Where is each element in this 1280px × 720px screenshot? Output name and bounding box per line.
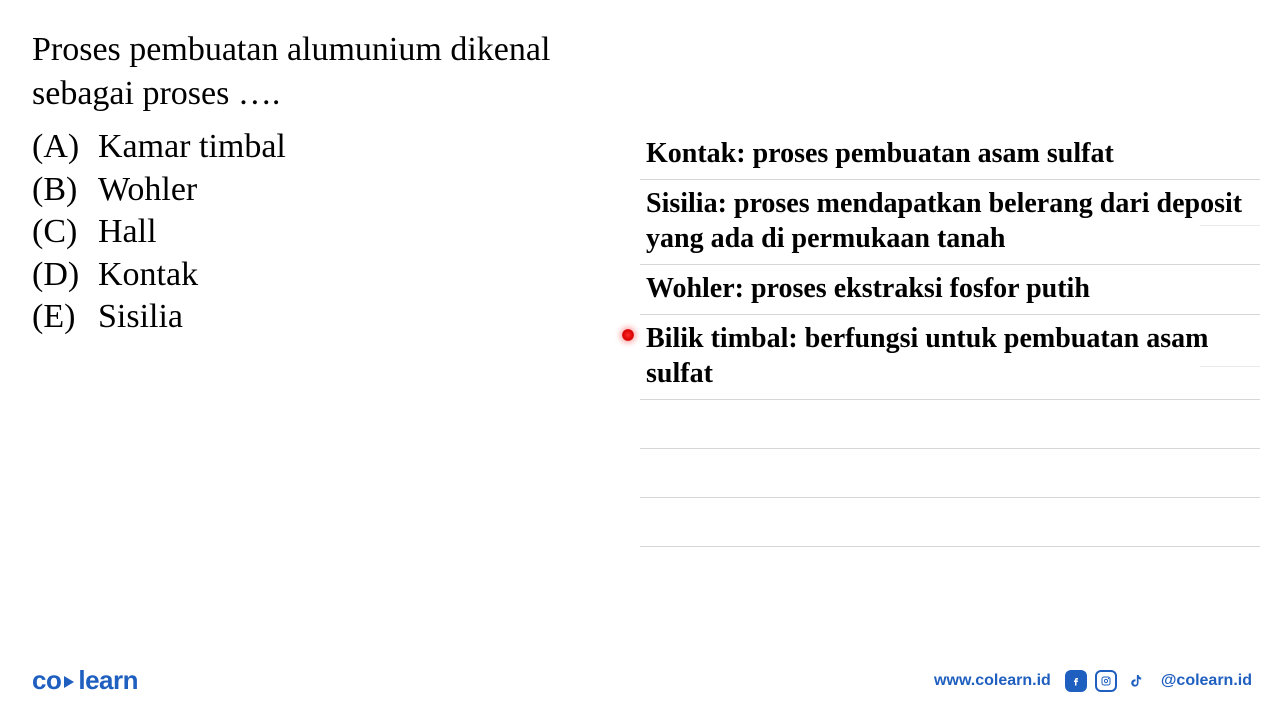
empty-row [640,449,1260,498]
option-text: Kontak [98,254,198,297]
option-letter: (D) [32,254,98,297]
option-d: (D) Kontak [32,254,592,297]
option-e: (E) Sisilia [32,296,592,339]
option-text: Sisilia [98,296,183,339]
note-1: Kontak: proses pembuatan asam sulfat [640,130,1260,179]
brand-co: co [32,665,61,696]
option-text: Kamar timbal [98,126,286,169]
note-2: Sisilia: proses mendapatkan belerang dar… [640,180,1260,264]
faint-rule [1200,225,1260,226]
footer-right: www.colearn.id @colearn.id [934,670,1252,692]
facebook-icon [1065,670,1087,692]
faint-rule [1200,366,1260,367]
question-text: Proses pembuatan alumunium dikenal sebag… [32,28,592,116]
question-panel: Proses pembuatan alumunium dikenal sebag… [32,28,592,339]
option-b: (B) Wohler [32,169,592,212]
notes-panel: Kontak: proses pembuatan asam sulfat Sis… [640,130,1260,547]
social-handle: @colearn.id [1161,672,1252,690]
note-3: Wohler: proses ekstraksi fosfor putih [640,265,1260,314]
brand-learn: learn [78,665,138,696]
options-list: (A) Kamar timbal (B) Wohler (C) Hall (D)… [32,126,592,339]
option-text: Hall [98,211,157,254]
option-letter: (C) [32,211,98,254]
laser-pointer-icon [622,329,634,341]
instagram-icon [1095,670,1117,692]
brand-logo: co learn [32,665,138,696]
empty-row [640,498,1260,547]
option-a: (A) Kamar timbal [32,126,592,169]
option-letter: (E) [32,296,98,339]
footer: co learn www.colearn.id @colearn.id [32,665,1252,696]
option-letter: (B) [32,169,98,212]
note-4: Bilik timbal: berfungsi untuk pembuatan … [640,315,1260,399]
option-c: (C) Hall [32,211,592,254]
social-icons [1065,670,1147,692]
option-text: Wohler [98,169,197,212]
brand-caret-icon [64,676,74,688]
site-url: www.colearn.id [934,672,1051,690]
tiktok-icon [1125,670,1147,692]
option-letter: (A) [32,126,98,169]
empty-row [640,400,1260,449]
